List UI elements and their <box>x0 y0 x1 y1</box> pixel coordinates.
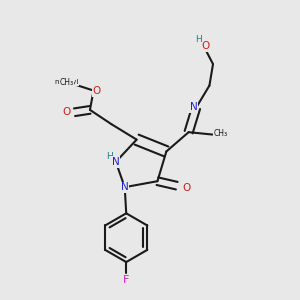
Text: F: F <box>123 275 129 285</box>
Text: H: H <box>106 152 113 161</box>
Text: O: O <box>202 41 210 51</box>
Text: H: H <box>195 35 202 44</box>
Text: CH₃: CH₃ <box>60 78 74 87</box>
Text: methyl: methyl <box>54 79 78 85</box>
Text: O: O <box>182 183 190 193</box>
Text: N: N <box>112 157 120 167</box>
Text: CH₃: CH₃ <box>214 130 228 139</box>
Text: N: N <box>190 102 198 112</box>
Text: O: O <box>92 86 101 96</box>
Text: N: N <box>121 182 129 192</box>
Text: O: O <box>62 107 70 117</box>
